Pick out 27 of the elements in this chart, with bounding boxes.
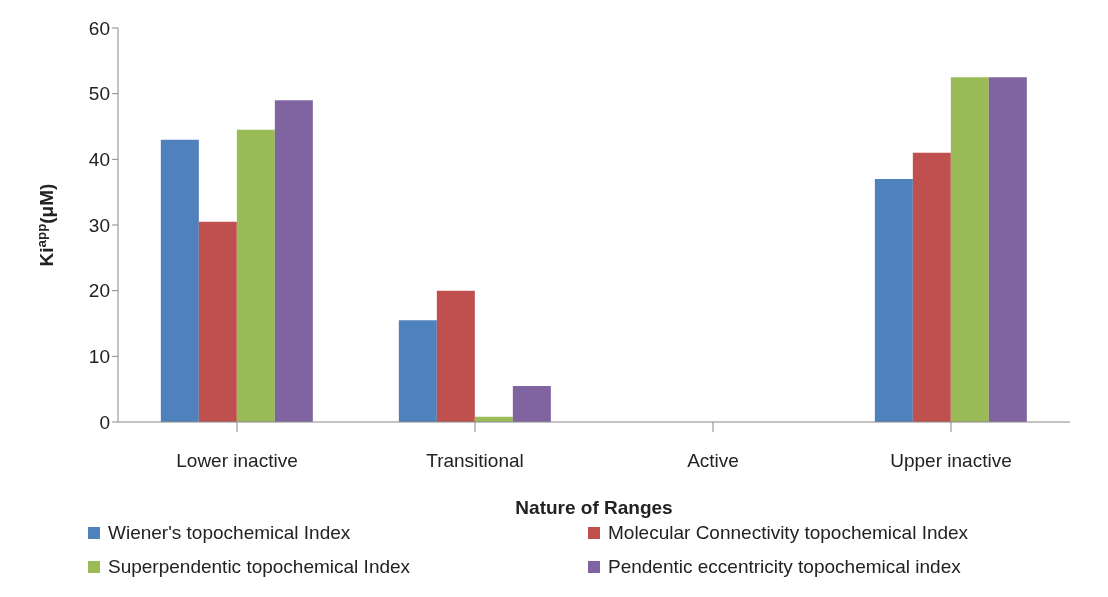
bar <box>988 77 1027 422</box>
bar <box>198 221 237 422</box>
x-tick-label: Upper inactive <box>890 450 1012 472</box>
bar <box>236 129 275 422</box>
y-tick-label: 30 <box>88 214 110 236</box>
legend-label: Molecular Connectivity topochemical Index <box>608 522 969 544</box>
x-tick-label: Active <box>687 450 739 472</box>
bar <box>398 320 437 422</box>
legend-label: Pendentic eccentricity topochemical index <box>608 556 961 578</box>
bar <box>912 152 951 422</box>
y-tick-label: 50 <box>88 83 110 105</box>
bar <box>160 139 199 422</box>
x-tick-label: Transitional <box>426 450 524 472</box>
y-tick-label: 0 <box>99 411 110 433</box>
bar <box>436 290 475 422</box>
bar <box>274 100 313 422</box>
bar <box>512 385 551 422</box>
legend-label: Wiener's topochemical Index <box>108 522 351 544</box>
y-tick-label: 20 <box>88 280 110 302</box>
y-tick-label: 60 <box>88 17 110 39</box>
y-tick-label: 40 <box>88 149 110 171</box>
bar <box>874 179 913 422</box>
y-tick-label: 10 <box>88 346 110 368</box>
x-axis-title: Nature of Ranges <box>515 497 673 518</box>
legend-label: Superpendentic topochemical Index <box>108 556 411 578</box>
bar <box>950 77 989 422</box>
x-tick-label: Lower inactive <box>176 450 298 472</box>
